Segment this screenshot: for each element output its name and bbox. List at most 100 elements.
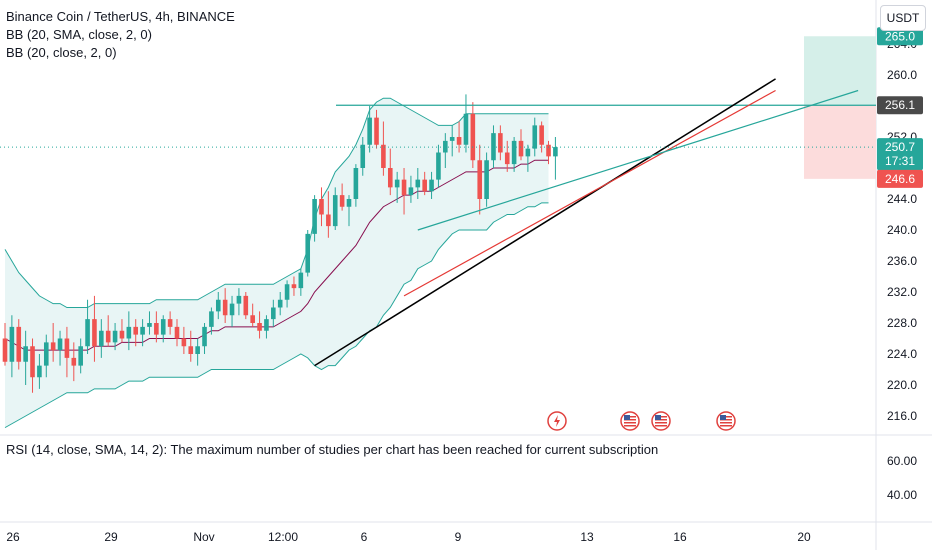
candle[interactable] xyxy=(539,125,544,145)
us-flag-circle xyxy=(716,411,736,431)
candle[interactable] xyxy=(298,272,304,289)
candle[interactable] xyxy=(23,346,28,362)
candle[interactable] xyxy=(105,330,111,343)
candle[interactable] xyxy=(243,295,249,316)
candle[interactable] xyxy=(326,214,331,227)
candle[interactable] xyxy=(37,365,42,378)
candle[interactable] xyxy=(346,199,352,207)
flag-canton xyxy=(720,415,726,420)
candle[interactable] xyxy=(415,179,421,188)
us-flag-event-icon[interactable] xyxy=(651,411,671,431)
candle[interactable] xyxy=(64,338,70,358)
candle[interactable] xyxy=(154,323,159,335)
candle[interactable] xyxy=(99,330,104,347)
candle[interactable] xyxy=(202,326,207,347)
candle[interactable] xyxy=(305,233,311,273)
candle[interactable] xyxy=(449,137,455,141)
candle[interactable] xyxy=(319,199,324,215)
candle[interactable] xyxy=(443,140,448,153)
candle[interactable] xyxy=(71,357,77,366)
candle[interactable] xyxy=(553,147,558,157)
candle[interactable] xyxy=(236,295,242,304)
candle[interactable] xyxy=(339,195,345,207)
flag-canton xyxy=(655,415,661,420)
red-trendline[interactable] xyxy=(403,89,776,297)
candle[interactable] xyxy=(85,319,90,347)
currency-button[interactable]: USDT xyxy=(880,5,926,31)
teal-trendline[interactable] xyxy=(417,89,859,231)
candle[interactable] xyxy=(498,133,503,153)
black-trendline[interactable] xyxy=(314,78,776,367)
candle[interactable] xyxy=(2,338,8,362)
candle[interactable] xyxy=(291,284,297,289)
us-flag-event-icon[interactable] xyxy=(716,411,736,431)
candle[interactable] xyxy=(456,137,462,145)
candle[interactable] xyxy=(195,346,200,354)
candle[interactable] xyxy=(133,326,139,335)
lightning-event-icon[interactable] xyxy=(547,411,567,431)
candle[interactable] xyxy=(312,199,317,234)
candle[interactable] xyxy=(92,319,97,347)
candle[interactable] xyxy=(112,330,118,343)
candle[interactable] xyxy=(422,179,427,192)
candle[interactable] xyxy=(16,326,22,362)
candle[interactable] xyxy=(57,338,63,351)
candle[interactable] xyxy=(381,144,386,168)
candle[interactable] xyxy=(546,144,551,157)
candle[interactable] xyxy=(181,338,187,347)
candle[interactable] xyxy=(43,342,49,366)
candle[interactable] xyxy=(367,117,372,145)
candle[interactable] xyxy=(401,179,407,196)
candle[interactable] xyxy=(257,323,262,331)
bb-indicator-2[interactable]: BB (20, close, 2, 0) xyxy=(6,45,117,60)
candle[interactable] xyxy=(484,160,489,199)
us-flag-event-icon[interactable] xyxy=(620,411,640,431)
candle[interactable] xyxy=(277,299,283,308)
candle[interactable] xyxy=(222,299,228,316)
candle[interactable] xyxy=(78,346,83,366)
candle[interactable] xyxy=(215,299,221,312)
profit-zone[interactable] xyxy=(804,36,876,106)
candle[interactable] xyxy=(387,168,393,188)
candle[interactable] xyxy=(360,144,366,168)
loss-zone[interactable] xyxy=(804,105,876,179)
candle[interactable] xyxy=(250,315,255,323)
candle[interactable] xyxy=(518,140,524,157)
candle[interactable] xyxy=(470,113,476,161)
candle[interactable] xyxy=(353,168,359,199)
candle[interactable] xyxy=(167,319,173,327)
candle[interactable] xyxy=(504,152,510,165)
candle[interactable] xyxy=(30,346,35,378)
candle[interactable] xyxy=(532,125,538,149)
candle[interactable] xyxy=(264,319,269,331)
candle[interactable] xyxy=(511,140,517,165)
candle[interactable] xyxy=(160,319,166,335)
candle[interactable] xyxy=(436,152,441,180)
bollinger-lower[interactable] xyxy=(4,202,549,429)
candle[interactable] xyxy=(119,330,125,339)
candle[interactable] xyxy=(140,326,145,335)
candle[interactable] xyxy=(9,326,15,362)
candle[interactable] xyxy=(374,117,379,145)
candle[interactable] xyxy=(408,187,414,196)
bb-indicator-1[interactable]: BB (20, SMA, close, 2, 0) xyxy=(6,27,152,42)
candle[interactable] xyxy=(394,179,400,188)
candle[interactable] xyxy=(332,195,338,227)
candle[interactable] xyxy=(477,160,483,199)
candle[interactable] xyxy=(525,148,531,157)
candle[interactable] xyxy=(126,326,132,339)
candle[interactable] xyxy=(188,346,194,354)
candle[interactable] xyxy=(209,311,214,327)
candle[interactable] xyxy=(271,307,276,320)
candle[interactable] xyxy=(491,133,496,161)
bollinger-upper[interactable] xyxy=(4,97,549,308)
candle[interactable] xyxy=(429,179,434,192)
candle[interactable] xyxy=(463,113,469,145)
candle[interactable] xyxy=(284,284,290,300)
candle[interactable] xyxy=(147,323,152,327)
candle[interactable] xyxy=(229,303,235,316)
symbol-title[interactable]: Binance Coin / TetherUS, 4h, BINANCE xyxy=(6,9,235,24)
candle[interactable] xyxy=(50,342,56,351)
candle[interactable] xyxy=(174,326,180,339)
